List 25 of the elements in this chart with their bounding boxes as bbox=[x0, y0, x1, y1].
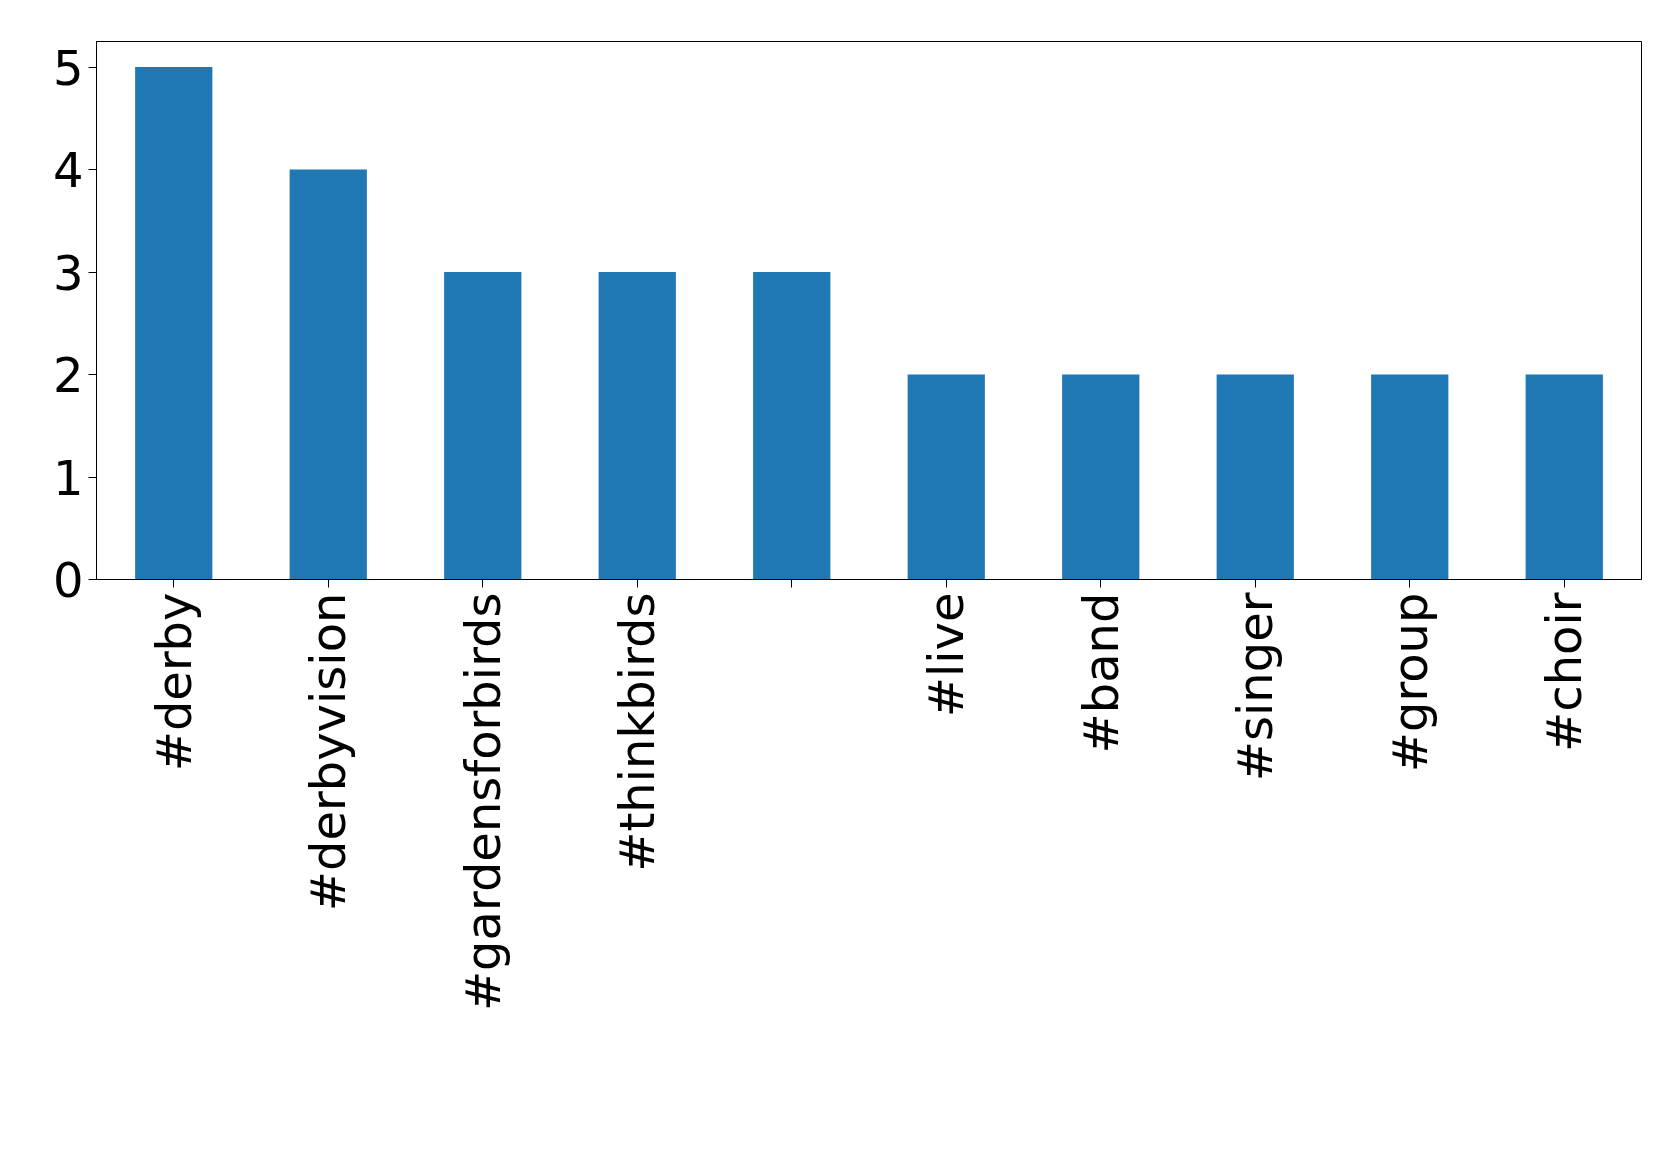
y-tick-label: 2 bbox=[52, 347, 84, 404]
x-tick-label: #gardensforbirds bbox=[454, 592, 511, 1012]
bar bbox=[289, 169, 367, 580]
bar bbox=[1525, 374, 1603, 580]
x-tick-label: #group bbox=[1381, 592, 1438, 773]
y-tick-label: 1 bbox=[52, 449, 84, 506]
bar bbox=[1216, 374, 1294, 580]
bar bbox=[444, 272, 522, 580]
x-tick-label: #band bbox=[1072, 592, 1129, 754]
bar bbox=[753, 272, 831, 580]
bar bbox=[1062, 374, 1140, 580]
bar bbox=[135, 67, 213, 580]
y-tick-label: 5 bbox=[52, 39, 84, 96]
y-tick-label: 4 bbox=[52, 142, 84, 199]
y-tick-label: 0 bbox=[52, 552, 84, 608]
x-tick-label: #singer bbox=[1227, 592, 1284, 782]
x-tick-label: #thinkbirds bbox=[609, 592, 666, 872]
x-tick-label: #derbyvision bbox=[300, 592, 357, 912]
x-tick-label: #choir bbox=[1536, 592, 1593, 752]
x-tick-label: #live bbox=[918, 592, 975, 718]
y-tick-label: 3 bbox=[52, 244, 84, 301]
bar bbox=[598, 272, 676, 580]
bar bbox=[907, 374, 985, 580]
x-tick-label: #derby bbox=[145, 592, 202, 772]
bar bbox=[1371, 374, 1449, 580]
